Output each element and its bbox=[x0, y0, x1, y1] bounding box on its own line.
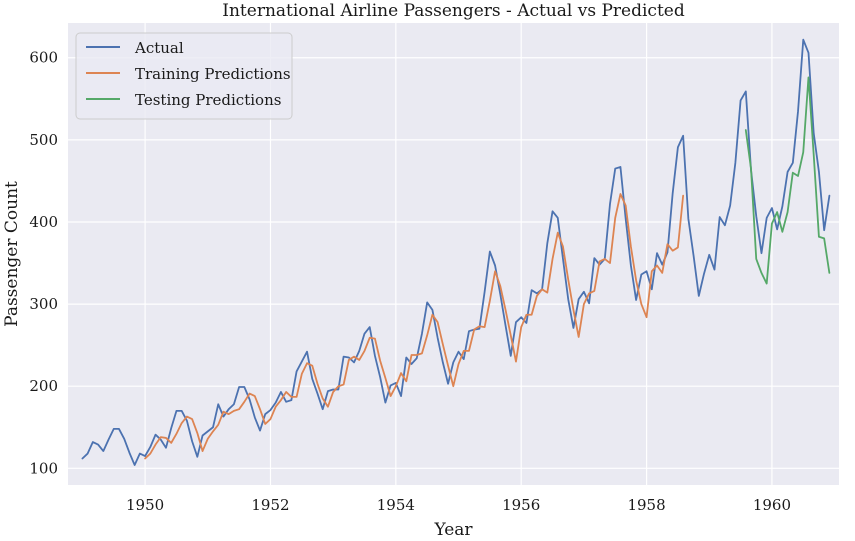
chart-title: International Airline Passengers - Actua… bbox=[222, 1, 685, 21]
x-tick-label: 1954 bbox=[377, 496, 415, 514]
x-tick-label: 1952 bbox=[251, 496, 289, 514]
x-tick-label: 1950 bbox=[126, 496, 164, 514]
y-tick-label: 400 bbox=[29, 213, 58, 231]
y-tick-label: 100 bbox=[29, 459, 58, 477]
y-tick-label: 200 bbox=[29, 377, 58, 395]
series-layer bbox=[81, 38, 831, 466]
y-tick-label: 300 bbox=[29, 295, 58, 313]
legend-label-actual: Actual bbox=[134, 39, 184, 57]
series-line-training bbox=[144, 193, 685, 460]
x-tick-label: 1958 bbox=[627, 496, 665, 514]
x-axis-label: Year bbox=[433, 520, 473, 540]
legend-label-testing: Testing Predictions bbox=[135, 91, 281, 109]
grid bbox=[68, 23, 839, 485]
x-tick-label: 1956 bbox=[502, 496, 540, 514]
y-tick-label: 600 bbox=[29, 49, 58, 67]
series-line-actual bbox=[81, 38, 831, 466]
legend: Actual Training Predictions Testing Pred… bbox=[75, 32, 293, 120]
legend-box bbox=[75, 32, 293, 120]
y-tick-label: 500 bbox=[29, 131, 58, 149]
legend-label-training: Training Predictions bbox=[135, 65, 291, 83]
series-line-testing bbox=[744, 76, 831, 285]
y-ticks: 100 200 300 400 500 600 bbox=[29, 49, 58, 478]
x-ticks: 1950 1952 1954 1956 1958 1960 bbox=[126, 496, 791, 514]
y-axis-label: Passenger Count bbox=[2, 181, 22, 327]
x-tick-label: 1960 bbox=[753, 496, 791, 514]
